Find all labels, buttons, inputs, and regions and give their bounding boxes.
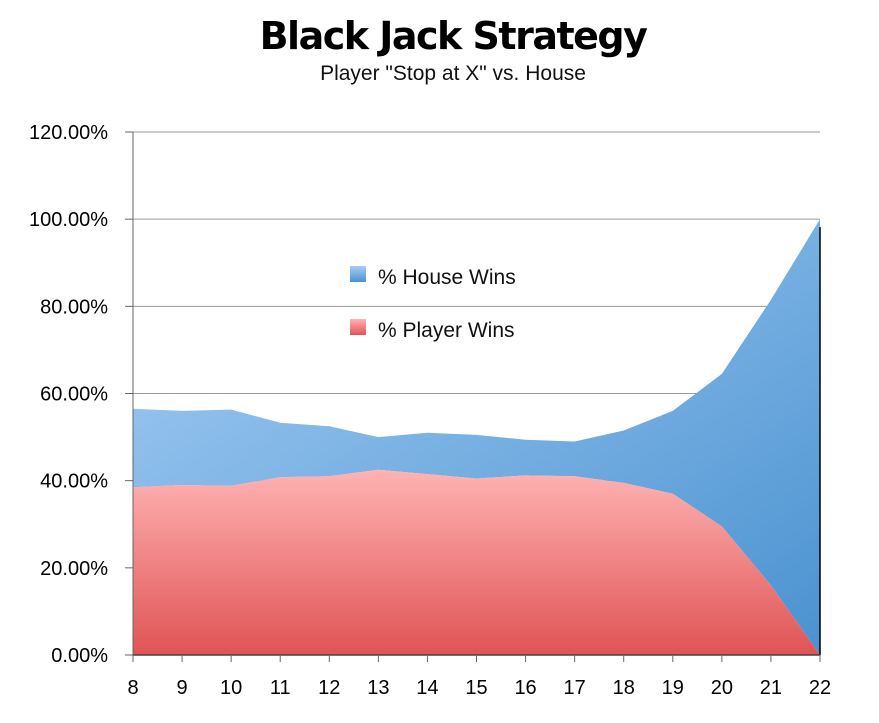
- legend-label-house-wins: % House Wins: [378, 266, 516, 289]
- x-tick-label: 15: [465, 677, 487, 699]
- area-player-wins: [133, 469, 820, 655]
- x-tick-label: 9: [177, 677, 188, 699]
- x-tick-label: 18: [613, 677, 635, 699]
- x-tick-label: 17: [564, 677, 586, 699]
- area-house-wins: [133, 219, 820, 655]
- legend: % House Wins % Player Wins: [350, 266, 516, 342]
- x-tick-label: 14: [416, 677, 438, 699]
- x-tick-label: 22: [809, 677, 831, 699]
- chart-subtitle: Player "Stop at X" vs. House: [320, 62, 586, 85]
- x-tick-label: 11: [270, 677, 291, 699]
- area-series: [133, 219, 820, 655]
- x-tick-label: 8: [127, 677, 138, 699]
- legend-swatch-player-wins: [350, 319, 366, 335]
- y-tick-label: 120.00%: [29, 122, 108, 144]
- axes: 0.00% 20.00% 40.00% 60.00% 80.00% 100.00% 120.…: [29, 122, 831, 699]
- y-tick-label: 40.00%: [40, 471, 108, 493]
- y-tick-label: 0.00%: [51, 645, 108, 667]
- y-tick-label: 100.00%: [29, 209, 108, 231]
- legend-label-player-wins: % Player Wins: [378, 319, 515, 342]
- x-tick-label: 12: [318, 677, 340, 699]
- x-tick-label: 20: [711, 677, 733, 699]
- legend-swatch-house-wins: [350, 266, 366, 282]
- x-tick-label: 21: [760, 677, 782, 699]
- x-tick-label: 10: [220, 677, 242, 699]
- x-tick-label: 19: [662, 677, 684, 699]
- x-tick-label: 13: [367, 677, 389, 699]
- chart-title: Black Jack Strategy: [259, 14, 648, 58]
- y-tick-label: 20.00%: [40, 558, 108, 580]
- y-tick-label: 80.00%: [40, 296, 108, 318]
- y-tick-label: 60.00%: [40, 384, 108, 406]
- x-tick-label: 16: [514, 677, 536, 699]
